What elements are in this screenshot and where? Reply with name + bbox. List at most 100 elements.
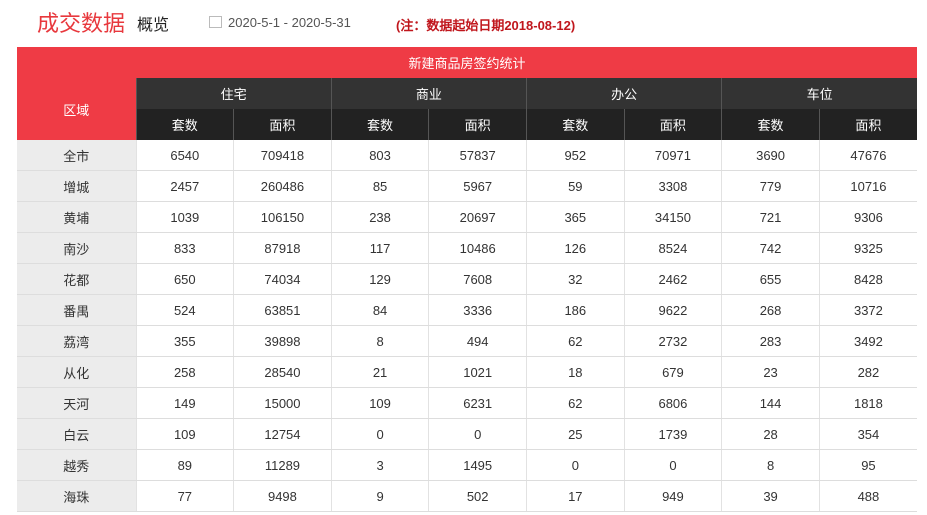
value-cell: 268 bbox=[721, 294, 820, 326]
value-cell: 15000 bbox=[233, 387, 332, 419]
value-cell: 803 bbox=[330, 140, 429, 171]
region-header: 区域 bbox=[17, 78, 136, 140]
value-cell: 952 bbox=[526, 140, 625, 171]
table-title: 新建商品房签约统计 bbox=[17, 47, 917, 78]
subheader-row: 套数 面积 套数 面积 套数 面积 套数 面积 bbox=[17, 109, 917, 140]
value-cell: 77 bbox=[135, 480, 234, 512]
value-cell: 488 bbox=[818, 480, 917, 512]
data-row: 荔湾 355 39898 8 494 62 2732 283 3492 bbox=[17, 325, 917, 357]
value-cell: 9325 bbox=[818, 232, 917, 264]
column-header: 面积 bbox=[623, 109, 722, 140]
value-cell: 21 bbox=[330, 356, 429, 388]
column-header: 套数 bbox=[721, 109, 820, 140]
value-cell: 679 bbox=[623, 356, 722, 388]
value-cell: 23 bbox=[721, 356, 820, 388]
stats-table: 新建商品房签约统计 区域 住宅 商业 办公 车位 套数 面积 套数 面积 套数 面积 套数 面积 全市 65… bbox=[17, 47, 917, 512]
value-cell: 62 bbox=[526, 387, 625, 419]
group-header: 办公 bbox=[525, 78, 722, 109]
column-header: 面积 bbox=[233, 109, 332, 140]
value-cell: 0 bbox=[623, 449, 722, 481]
value-cell: 89 bbox=[135, 449, 234, 481]
value-cell: 8 bbox=[721, 449, 820, 481]
value-cell: 949 bbox=[623, 480, 722, 512]
data-row: 花都 650 74034 129 7608 32 2462 655 8428 bbox=[17, 263, 917, 295]
group-header: 住宅 bbox=[135, 78, 332, 109]
value-cell: 494 bbox=[428, 325, 527, 357]
value-cell: 650 bbox=[135, 263, 234, 295]
value-cell: 9306 bbox=[818, 201, 917, 233]
value-cell: 126 bbox=[526, 232, 625, 264]
value-cell: 3492 bbox=[818, 325, 917, 357]
data-row: 白云 109 12754 0 0 25 1739 28 354 bbox=[17, 418, 917, 450]
value-cell: 258 bbox=[135, 356, 234, 388]
value-cell: 742 bbox=[721, 232, 820, 264]
value-cell: 2732 bbox=[623, 325, 722, 357]
value-cell: 779 bbox=[721, 170, 820, 202]
value-cell: 62 bbox=[526, 325, 625, 357]
data-row: 从化 258 28540 21 1021 18 679 23 282 bbox=[17, 356, 917, 388]
value-cell: 2462 bbox=[623, 263, 722, 295]
value-cell: 84 bbox=[330, 294, 429, 326]
value-cell: 721 bbox=[721, 201, 820, 233]
value-cell: 2457 bbox=[135, 170, 234, 202]
value-cell: 47676 bbox=[818, 140, 917, 171]
value-cell: 3 bbox=[330, 449, 429, 481]
data-row: 全市 6540 709418 803 57837 952 70971 3690 47676 bbox=[17, 140, 917, 171]
value-cell: 655 bbox=[721, 263, 820, 295]
value-cell: 95 bbox=[818, 449, 917, 481]
value-cell: 1039 bbox=[135, 201, 234, 233]
value-cell: 3372 bbox=[818, 294, 917, 326]
group-header: 商业 bbox=[330, 78, 527, 109]
value-cell: 3308 bbox=[623, 170, 722, 202]
calendar-icon[interactable] bbox=[209, 16, 222, 28]
title-row: 新建商品房签约统计 bbox=[17, 47, 917, 78]
value-cell: 5967 bbox=[428, 170, 527, 202]
value-cell: 3690 bbox=[721, 140, 820, 171]
value-cell: 524 bbox=[135, 294, 234, 326]
value-cell: 63851 bbox=[233, 294, 332, 326]
table-body: 全市 6540 709418 803 57837 952 70971 3690 47676 增城 2… bbox=[17, 140, 917, 512]
region-cell: 天河 bbox=[17, 387, 136, 419]
value-cell: 74034 bbox=[233, 263, 332, 295]
value-cell: 39 bbox=[721, 480, 820, 512]
column-header: 套数 bbox=[135, 109, 234, 140]
region-cell: 黄埔 bbox=[17, 201, 136, 233]
value-cell: 28540 bbox=[233, 356, 332, 388]
value-cell: 283 bbox=[721, 325, 820, 357]
value-cell: 10716 bbox=[818, 170, 917, 202]
value-cell: 8428 bbox=[818, 263, 917, 295]
region-cell: 花都 bbox=[17, 263, 136, 295]
region-cell: 全市 bbox=[17, 140, 136, 171]
column-header: 套数 bbox=[526, 109, 625, 140]
group-header: 车位 bbox=[721, 78, 917, 109]
value-cell: 8524 bbox=[623, 232, 722, 264]
value-cell: 709418 bbox=[233, 140, 332, 171]
value-cell: 20697 bbox=[428, 201, 527, 233]
value-cell: 3336 bbox=[428, 294, 527, 326]
value-cell: 1495 bbox=[428, 449, 527, 481]
value-cell: 144 bbox=[721, 387, 820, 419]
value-cell: 109 bbox=[135, 418, 234, 450]
date-range[interactable]: 2020-5-1 - 2020-5-31 bbox=[228, 15, 351, 30]
region-cell: 白云 bbox=[17, 418, 136, 450]
value-cell: 0 bbox=[428, 418, 527, 450]
value-cell: 6540 bbox=[135, 140, 234, 171]
value-cell: 9622 bbox=[623, 294, 722, 326]
value-cell: 502 bbox=[428, 480, 527, 512]
value-cell: 87918 bbox=[233, 232, 332, 264]
data-row: 黄埔 1039 106150 238 20697 365 34150 721 9306 bbox=[17, 201, 917, 233]
value-cell: 9 bbox=[330, 480, 429, 512]
value-cell: 0 bbox=[526, 449, 625, 481]
value-cell: 85 bbox=[330, 170, 429, 202]
value-cell: 6806 bbox=[623, 387, 722, 419]
value-cell: 8 bbox=[330, 325, 429, 357]
note: (注：数据起始日期2018-08-12) bbox=[396, 18, 576, 33]
value-cell: 57837 bbox=[428, 140, 527, 171]
value-cell: 34150 bbox=[623, 201, 722, 233]
data-row: 海珠 77 9498 9 502 17 949 39 488 bbox=[17, 480, 917, 512]
value-cell: 186 bbox=[526, 294, 625, 326]
value-cell: 25 bbox=[526, 418, 625, 450]
region-cell: 越秀 bbox=[17, 449, 136, 481]
value-cell: 18 bbox=[526, 356, 625, 388]
